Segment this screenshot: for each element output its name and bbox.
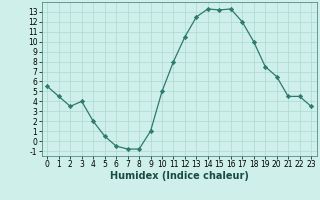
X-axis label: Humidex (Indice chaleur): Humidex (Indice chaleur) [110, 171, 249, 181]
